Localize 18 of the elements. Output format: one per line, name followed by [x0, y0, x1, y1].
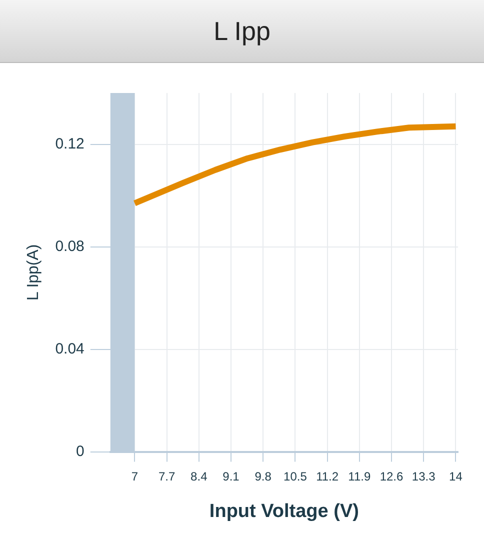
x-tick-label: 7	[131, 469, 138, 484]
x-tick-label: 10.5	[284, 469, 308, 484]
x-tick-label: 11.2	[316, 469, 339, 484]
x-tick-label: 9.1	[222, 469, 240, 484]
y-tick-label: 0	[76, 442, 84, 460]
x-tick-label: 12.6	[380, 469, 404, 484]
x-axis-title: Input Voltage (V)	[209, 500, 359, 522]
y-tick-label: 0.04	[55, 340, 84, 358]
x-tick-label: 9.8	[254, 469, 272, 484]
y-axis-title: L Ipp(A)	[25, 244, 42, 301]
x-tick-label: 11.9	[348, 469, 371, 484]
chart-title: L Ipp	[214, 16, 270, 46]
y-tick-label: 0.12	[55, 135, 84, 152]
x-tick-label: 8.4	[190, 469, 208, 484]
x-tick-label: 13.3	[412, 469, 436, 484]
x-tick-label: 7.7	[158, 469, 176, 484]
y-tick-label: 0.08	[55, 238, 84, 255]
x-tick-label: 14	[449, 469, 463, 484]
